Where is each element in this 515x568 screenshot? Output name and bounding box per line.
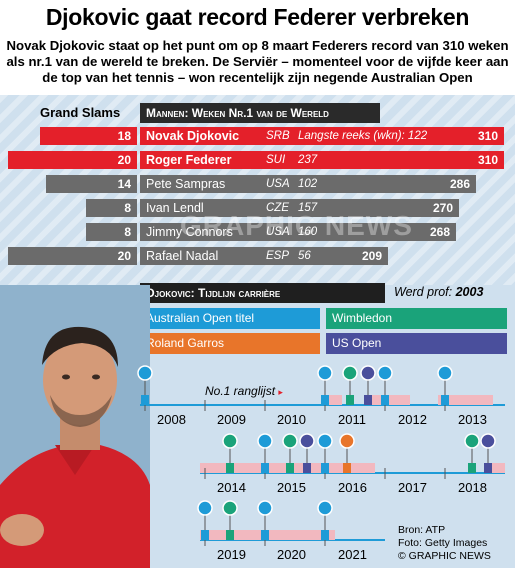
year-label: 2019 [217, 547, 246, 562]
legend-roland-garros: Roland Garros [140, 333, 320, 354]
grand-slams-count: 20 [8, 151, 137, 169]
longest-streak: 56 [298, 250, 311, 262]
player-country: SRB [266, 130, 290, 142]
nr1-ranking-label: No.1 ranglijst ▸ [205, 384, 283, 398]
wimbledon-marker [342, 365, 358, 405]
year-label: 2008 [157, 412, 186, 427]
photo-credit: Foto: Getty Images [398, 537, 488, 549]
australian-open-marker [197, 500, 213, 540]
copyright: © GRAPHIC NEWS [398, 550, 491, 562]
player-country: USA [266, 226, 290, 238]
weeks-bar: Ivan Lendl CZE 157 270 [140, 199, 459, 217]
pro-debut-label: Werd prof: 2003 [394, 285, 484, 299]
legend-us-open: US Open [326, 333, 507, 354]
timeline-header: Djokovic: Tijdlijn carrière [140, 283, 385, 303]
player-country: SUI [266, 154, 286, 166]
page-title: Djokovic gaat record Federer verbreken [45, 4, 470, 30]
player-name: Pete Sampras [146, 177, 226, 191]
australian-open-marker [377, 365, 393, 405]
grand-slams-count: 8 [86, 199, 137, 217]
longest-streak: 160 [298, 226, 318, 238]
source-credits: Bron: ATP Foto: Getty Images © GRAPHIC N… [398, 524, 491, 563]
total-weeks: 310 [477, 129, 498, 143]
australian-open-marker [137, 365, 153, 405]
roland-garros-marker [339, 433, 355, 473]
longest-streak: 157 [298, 202, 318, 214]
nr1-period [492, 463, 505, 473]
us-open-marker [299, 433, 315, 473]
wimbledon-marker [222, 500, 238, 540]
grand-slams-count: 18 [40, 127, 137, 145]
player-country: ESP [266, 250, 290, 262]
longest-streak: 237 [298, 154, 318, 166]
nr1-period [438, 395, 493, 405]
weeks-bar: Pete Sampras USA 102 286 [140, 175, 476, 193]
year-label: 2018 [458, 480, 487, 495]
year-label: 2010 [277, 412, 306, 427]
year-label: 2020 [277, 547, 306, 562]
weeks-bar: Rafael Nadal ESP 56 209 [140, 247, 388, 265]
longest-streak: 102 [298, 178, 318, 190]
longest-streak: Langste reeks (wkn): 122 [298, 130, 428, 142]
grand-slams-count: 20 [8, 247, 137, 265]
year-label: 2021 [338, 547, 367, 562]
player-country: USA [266, 178, 290, 190]
weeks-bar: Novak Djokovic SRB Langste reeks (wkn): … [140, 127, 504, 145]
infographic-panel: Grand Slams Mannen: Weken Nr.1 van de We… [0, 95, 515, 568]
player-name: Ivan Lendl [146, 201, 204, 215]
nr1-period [372, 395, 410, 405]
australian-open-marker [317, 500, 333, 540]
legend-australian-open: Australian Open titel [140, 308, 320, 329]
grand-slams-count: 14 [46, 175, 137, 193]
nr1-period [322, 395, 342, 405]
title-markers [137, 365, 496, 540]
weeks-bar: Roger Federer SUI 237 310 [140, 151, 504, 169]
year-label: 2015 [277, 480, 306, 495]
grand-slams-header: Grand Slams [40, 105, 121, 120]
wimbledon-marker [464, 433, 480, 473]
wimbledon-marker [222, 433, 238, 473]
total-weeks: 270 [432, 201, 453, 215]
watermark: GRAPHIC NEWS [180, 210, 413, 241]
year-label: 2012 [398, 412, 427, 427]
australian-open-marker [317, 365, 333, 405]
total-weeks: 310 [477, 153, 498, 167]
player-photo [0, 285, 150, 568]
australian-open-marker [257, 433, 273, 473]
year-label: 2009 [217, 412, 246, 427]
us-open-marker [480, 433, 496, 473]
legend-wimbledon: Wimbledon [326, 308, 507, 329]
year-label: 2016 [338, 480, 367, 495]
grand-slams-count: 8 [86, 223, 137, 241]
weeks-bar: Jimmy Connors USA 160 268 [140, 223, 456, 241]
page-subtitle: Novak Djokovic staat op het punt om op 8… [6, 38, 509, 85]
total-weeks: 286 [449, 177, 470, 191]
year-label: 2017 [398, 480, 427, 495]
wimbledon-marker [282, 433, 298, 473]
player-name: Roger Federer [146, 153, 232, 167]
weeks-header: Mannen: Weken Nr.1 van de Wereld [140, 103, 380, 123]
australian-open-marker [317, 433, 333, 473]
us-open-marker [360, 365, 376, 405]
australian-open-marker [437, 365, 453, 405]
player-name: Novak Djokovic [146, 129, 240, 143]
source-text: Bron: ATP [398, 524, 446, 536]
player-country: CZE [266, 202, 289, 214]
player-name: Jimmy Connors [146, 225, 233, 239]
total-weeks: 268 [429, 225, 450, 239]
year-label: 2013 [458, 412, 487, 427]
year-label: 2011 [338, 412, 366, 427]
player-name: Rafael Nadal [146, 249, 219, 263]
total-weeks: 209 [361, 249, 382, 263]
timeline-chart [137, 365, 505, 546]
australian-open-marker [257, 500, 273, 540]
pro-debut-year: 2003 [455, 285, 484, 299]
year-label: 2014 [217, 480, 246, 495]
